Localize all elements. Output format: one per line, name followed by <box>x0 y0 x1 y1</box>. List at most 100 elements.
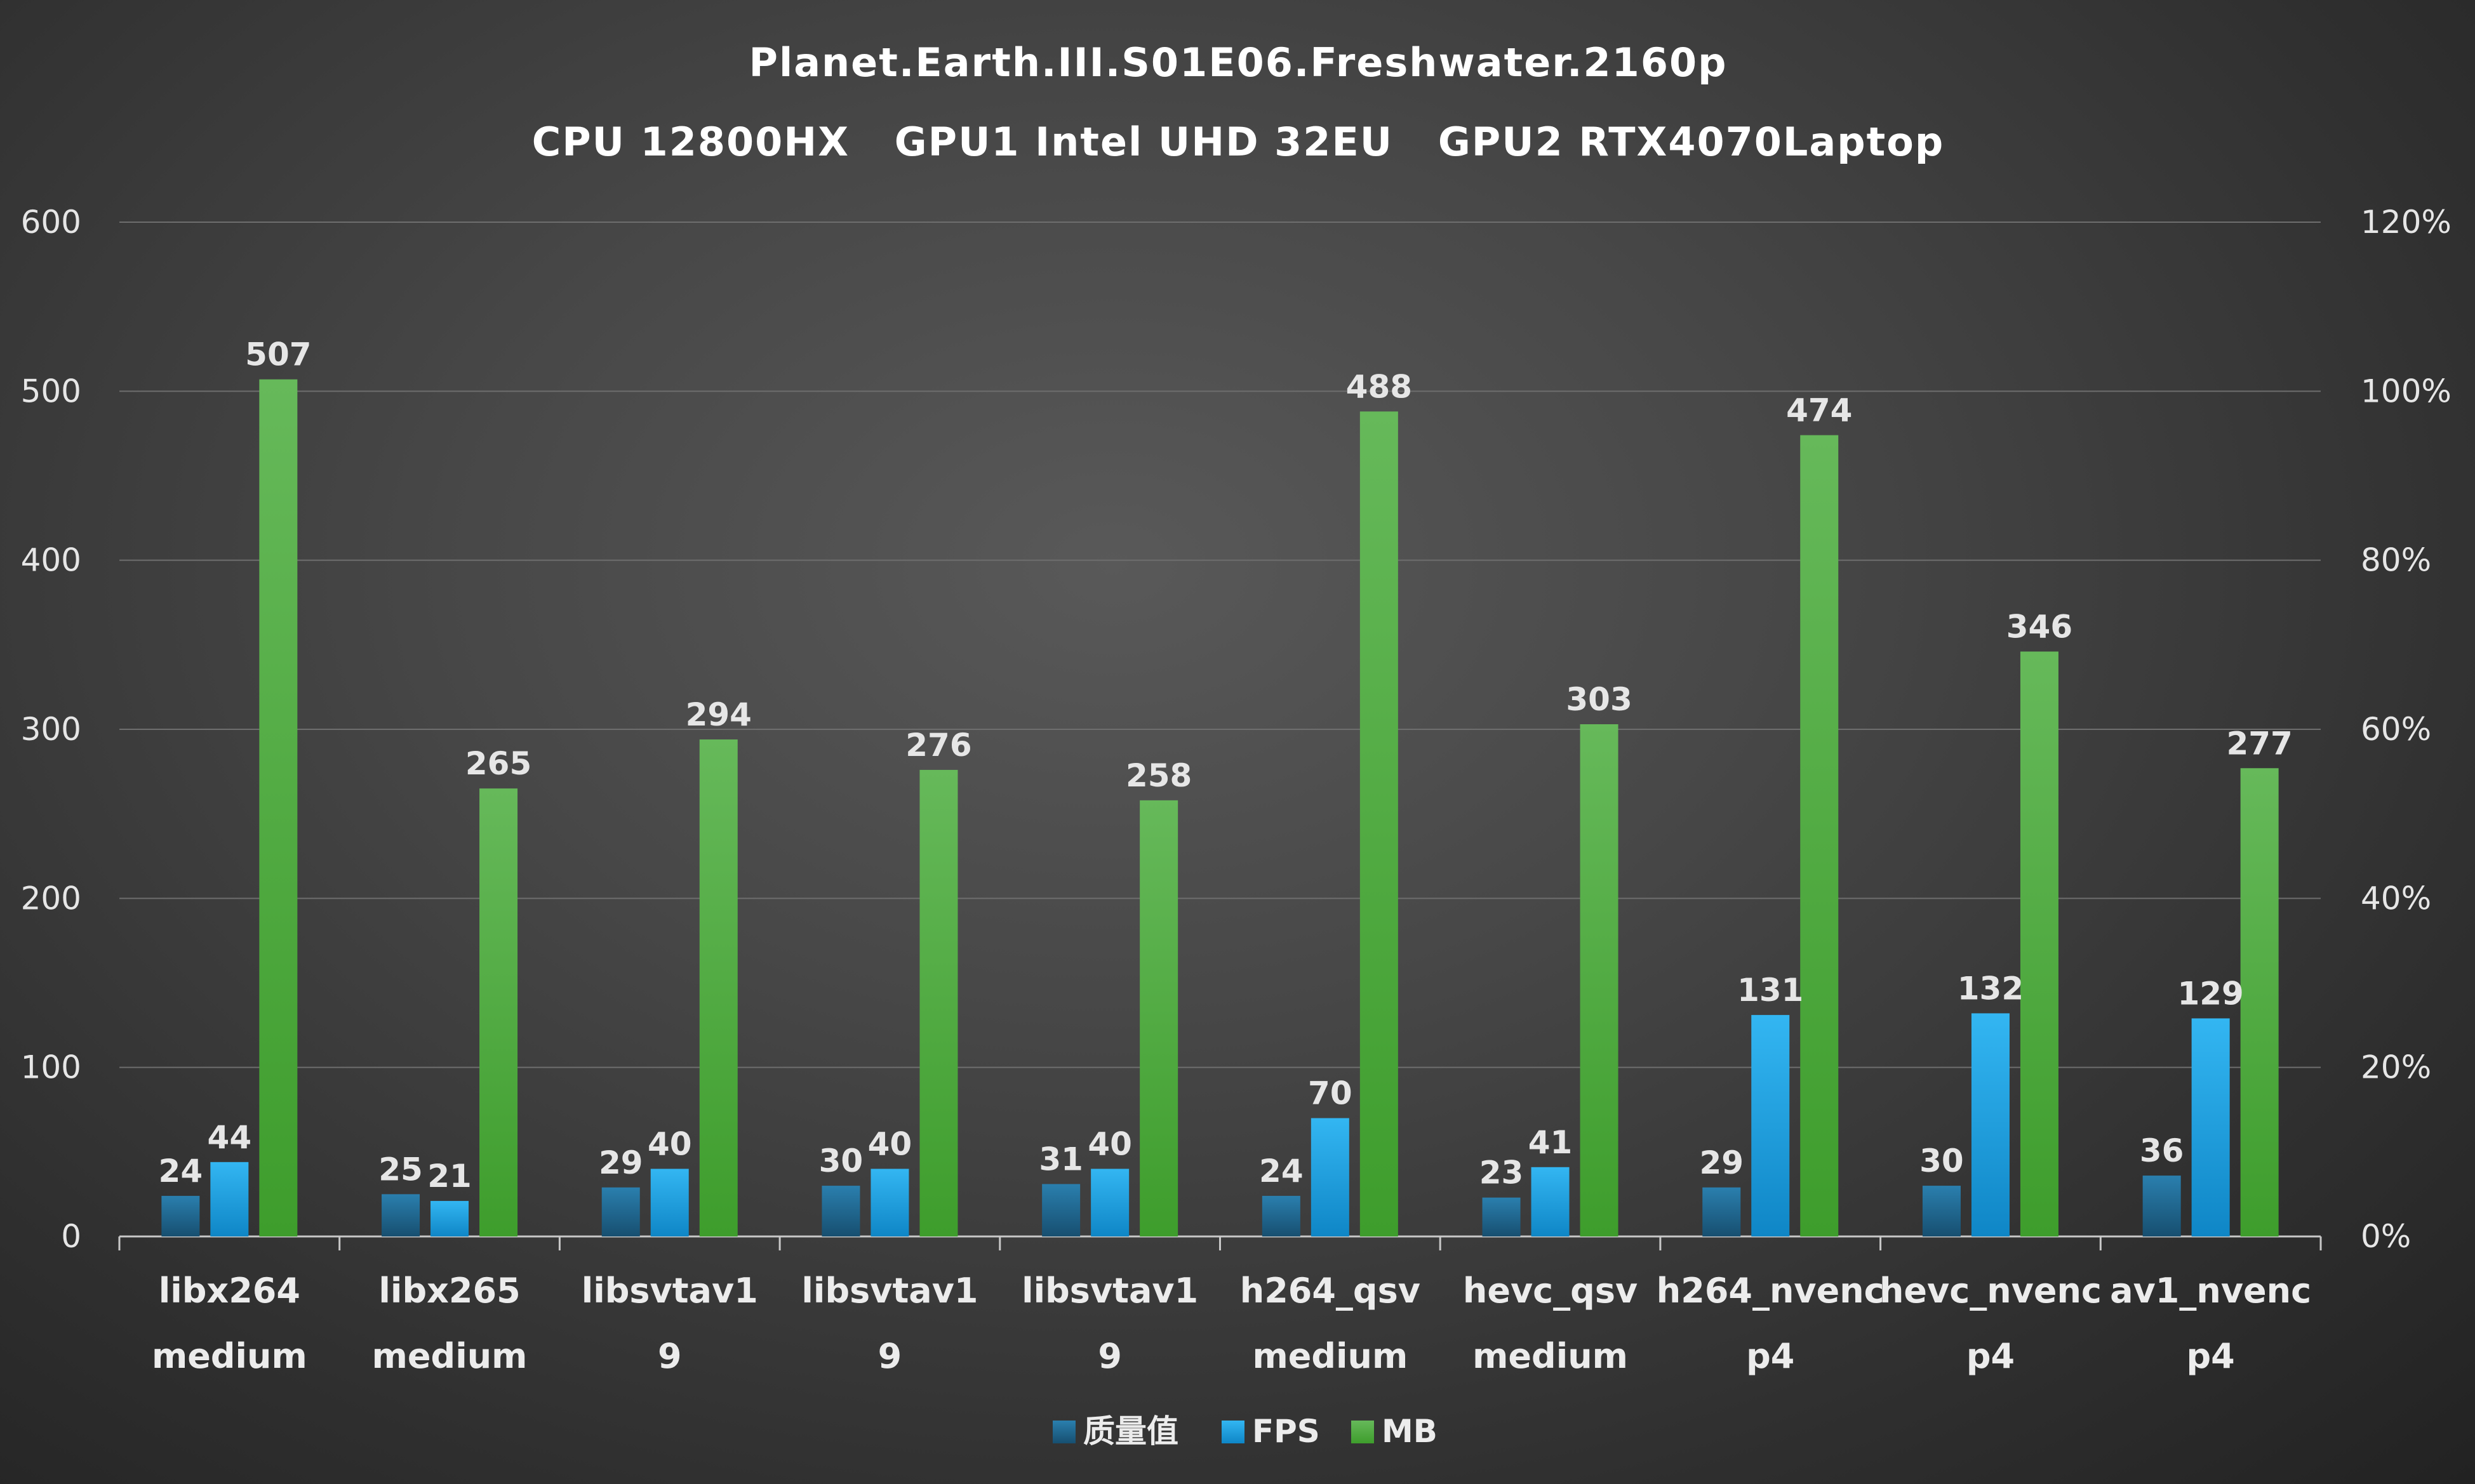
x-tick-label: h264_qsv <box>1240 1271 1420 1311</box>
data-label: 24 <box>1259 1153 1304 1189</box>
chart-title: Planet.Earth.III.S01E06.Freshwater.2160p <box>749 39 1728 86</box>
bar-0-6 <box>1482 1197 1521 1236</box>
data-label: 346 <box>2006 608 2072 645</box>
data-label: 23 <box>1479 1155 1524 1191</box>
bar-1-6 <box>1531 1167 1570 1236</box>
legend-label: MB <box>1382 1413 1438 1450</box>
legend: 质量值 FPS MB <box>1053 1413 1438 1450</box>
x-tick-label: h264_nvenc <box>1657 1271 1885 1311</box>
data-label: 507 <box>245 336 311 373</box>
gridlines <box>119 222 2321 1068</box>
data-label: 70 <box>1308 1075 1352 1112</box>
bar-2-3 <box>919 769 958 1236</box>
axes: 0 0% 100 20% 200 40% 300 60% 400 80% 500 100% 600 120… <box>21 204 2452 1376</box>
x-tick-label: libx264 <box>159 1271 300 1311</box>
bar-0-1 <box>382 1194 420 1236</box>
x-tick-label: 9 <box>658 1336 682 1376</box>
bar-1-2 <box>650 1169 689 1236</box>
bar-2-6 <box>1580 724 1618 1236</box>
legend-label: 质量值 <box>1083 1413 1178 1450</box>
data-label: 30 <box>1919 1143 1964 1179</box>
data-label: 41 <box>1528 1124 1573 1161</box>
y2-tick-label: 120% <box>2361 204 2452 241</box>
y2-tick-label: 20% <box>2361 1049 2431 1086</box>
data-label: 40 <box>1088 1125 1132 1162</box>
x-tick-label: medium <box>1472 1336 1628 1376</box>
bar-2-7 <box>1800 435 1839 1236</box>
x-tick-label: libsvtav1 <box>582 1271 758 1311</box>
y-tick-label: 600 <box>21 204 81 241</box>
x-tick-label: 9 <box>878 1336 902 1376</box>
bar-0-9 <box>2142 1176 2181 1236</box>
bar-1-9 <box>2191 1018 2230 1236</box>
x-tick-label: medium <box>372 1336 528 1376</box>
data-label: 44 <box>208 1119 252 1156</box>
y-tick-label: 500 <box>21 373 81 409</box>
bar-0-3 <box>822 1186 860 1236</box>
bar-0-4 <box>1042 1184 1081 1236</box>
bar-1-3 <box>871 1169 909 1236</box>
x-tick-label: medium <box>1252 1336 1408 1376</box>
data-label: 36 <box>2140 1132 2184 1169</box>
data-label: 131 <box>1737 972 1803 1009</box>
bar-0-0 <box>161 1196 200 1236</box>
bar-2-8 <box>2020 651 2058 1236</box>
x-tick-label: libsvtav1 <box>801 1271 978 1311</box>
data-label: 31 <box>1039 1141 1083 1177</box>
data-label: 29 <box>1699 1144 1744 1181</box>
bar-1-1 <box>430 1201 469 1236</box>
y-tick-label: 400 <box>21 542 81 579</box>
bar-0-2 <box>601 1187 640 1236</box>
chart-subtitle: CPU 12800HX GPU1 Intel UHD 32EU GPU2 RTX… <box>532 119 1945 165</box>
data-label: 132 <box>1958 970 2024 1007</box>
y2-tick-label: 0% <box>2361 1218 2411 1255</box>
bar-1-5 <box>1311 1118 1349 1236</box>
y2-tick-label: 40% <box>2361 880 2431 917</box>
legend-swatch <box>1222 1421 1244 1443</box>
data-label: 303 <box>1566 681 1632 718</box>
x-tick-label: p4 <box>1966 1336 2015 1376</box>
y2-tick-label: 80% <box>2361 542 2431 579</box>
x-tick-label: p4 <box>2187 1336 2235 1376</box>
data-label: 21 <box>427 1158 472 1195</box>
legend-swatch <box>1351 1421 1374 1443</box>
data-label: 24 <box>159 1153 203 1189</box>
data-label: 40 <box>868 1125 912 1162</box>
x-tick-label: av1_nvenc <box>2110 1271 2311 1311</box>
bar-2-4 <box>1140 800 1178 1236</box>
y-tick-label: 200 <box>21 880 81 917</box>
bar-1-4 <box>1091 1169 1130 1236</box>
data-label: 258 <box>1126 757 1192 794</box>
legend-label: FPS <box>1252 1413 1320 1450</box>
bar-1-7 <box>1751 1015 1790 1236</box>
data-label: 129 <box>2177 975 2243 1012</box>
data-label: 474 <box>1786 392 1852 429</box>
x-tick-label: hevc_nvenc <box>1879 1271 2102 1311</box>
bar-0-7 <box>1702 1187 1741 1236</box>
y-tick-label: 0 <box>61 1218 81 1255</box>
data-label: 277 <box>2226 725 2292 762</box>
x-tick-label: libx265 <box>378 1271 520 1311</box>
y2-tick-label: 100% <box>2361 373 2452 409</box>
y-tick-label: 100 <box>21 1049 81 1086</box>
bar-2-1 <box>479 788 518 1236</box>
bar-0-8 <box>1922 1186 1961 1236</box>
bar-2-2 <box>699 739 738 1236</box>
y2-tick-label: 60% <box>2361 711 2431 748</box>
data-label: 29 <box>599 1144 643 1181</box>
bar-1-8 <box>1971 1013 2010 1236</box>
data-label: 30 <box>819 1143 864 1179</box>
bar-2-0 <box>259 379 298 1237</box>
bar-1-0 <box>210 1162 249 1236</box>
bars <box>161 379 2279 1237</box>
bar-2-9 <box>2240 768 2279 1236</box>
x-tick-label: hevc_qsv <box>1463 1271 1638 1311</box>
x-tick-label: p4 <box>1746 1336 1794 1376</box>
x-tick-label: libsvtav1 <box>1022 1271 1198 1311</box>
data-label: 294 <box>686 696 752 733</box>
legend-swatch <box>1053 1421 1076 1443</box>
data-label: 276 <box>905 727 971 764</box>
y-tick-label: 300 <box>21 711 81 748</box>
